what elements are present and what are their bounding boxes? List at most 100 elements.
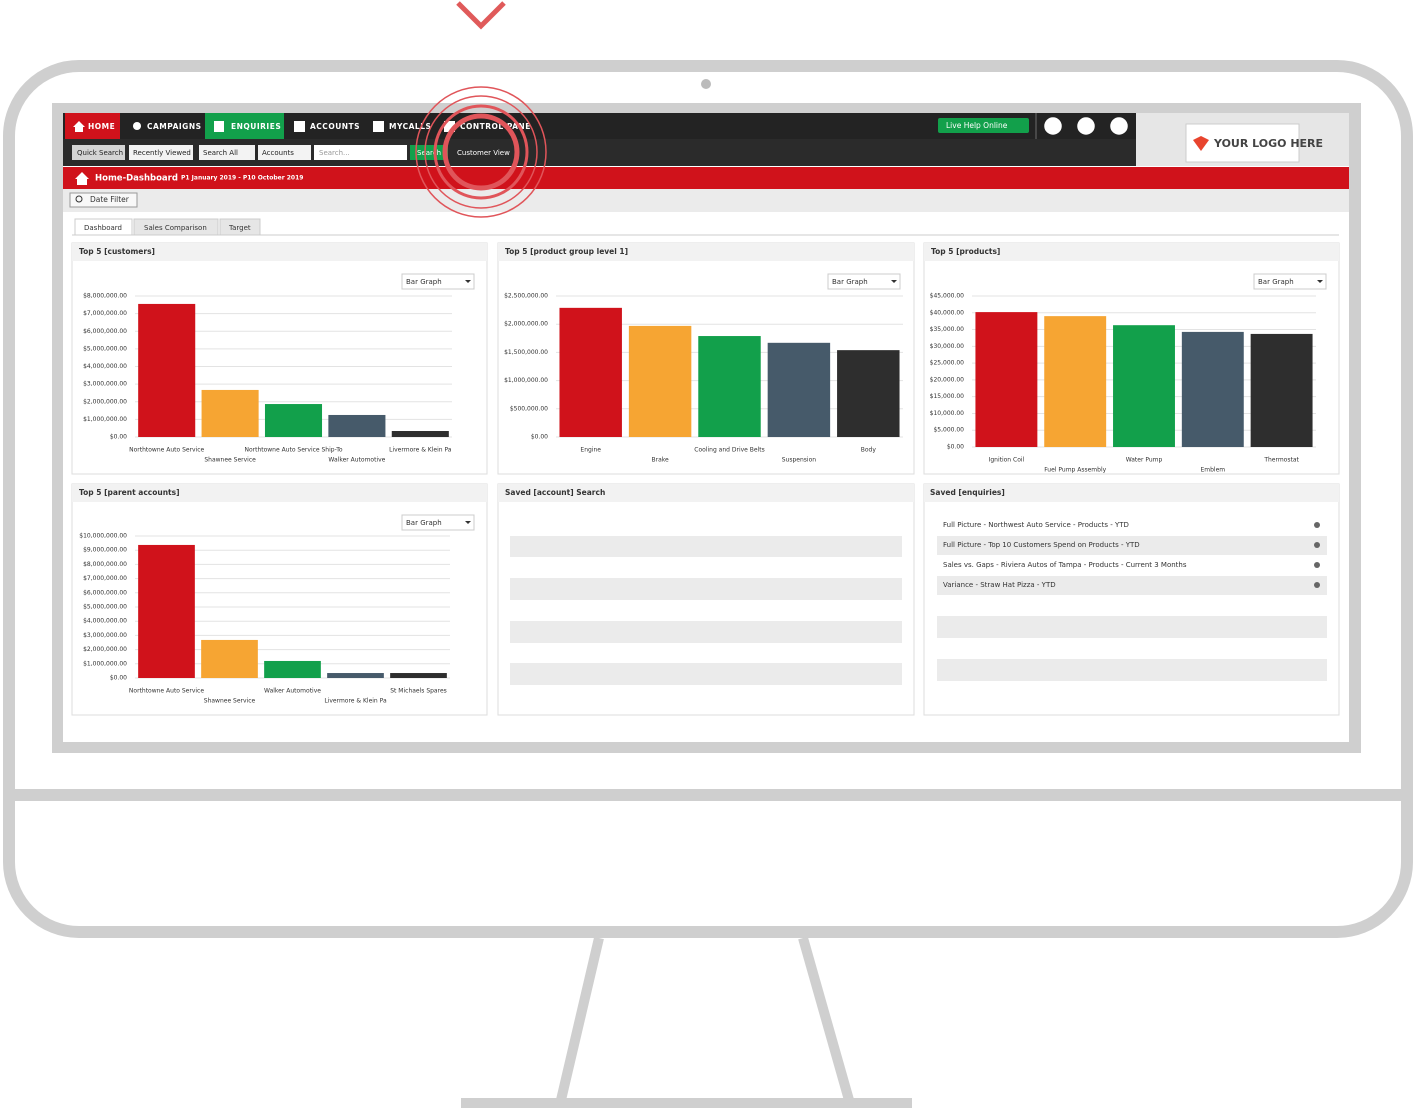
y-tick-label: $0.00 [110,434,127,441]
y-tick-label: $6,000,000.00 [83,589,127,596]
panel: Saved [enquiries] Full Picture - Northwe… [923,483,1340,716]
charts: Top 5 [customers] Bar Graph $0.00 $1,000,00… [71,242,1340,716]
y-tick-label: $1,500,000.00 [504,349,548,356]
x-tick-label: Body [861,447,877,454]
x-tick-label: Northtowne Auto Service [129,447,204,454]
live-help-label: Live Help Online [946,121,1008,130]
y-tick-label: $40,000.00 [930,309,965,316]
bar [264,404,323,437]
empty-row [510,663,902,685]
chart-type-select[interactable] [401,273,475,290]
panel-header [498,484,914,502]
placeholder: Search... [319,149,350,157]
tab-active[interactable] [74,218,133,236]
bar [138,303,196,437]
chart-type-label: Bar Graph [832,278,868,286]
search-button[interactable] [410,145,448,160]
stand [556,936,604,1102]
button[interactable] [129,145,193,160]
y-tick-label: $500,000.00 [510,405,548,412]
panel-title: Saved [enquiries] [930,488,1005,497]
home-icon [75,172,89,185]
user-icon[interactable] [1077,117,1095,135]
row-bg [937,536,1327,555]
nav-item[interactable]: HOME [88,122,115,131]
saved-enquiry[interactable]: Variance - Straw Hat Pizza - YTD [943,581,1056,589]
arrow-icon [456,1,506,30]
nav-item[interactable]: CONTROL PANE [460,122,531,131]
x-tick-label: Shawnee Service [204,698,256,705]
x-tick-label: Thermostat [1263,457,1299,464]
x-tick-label: Shawnee Service [204,457,256,464]
saved-enquiry[interactable]: Full Picture - Top 10 Customers Spend on… [943,541,1140,549]
y-tick-label: $1,000,000.00 [83,660,127,667]
logout-icon[interactable] [1110,117,1128,135]
tab-label: Target [228,224,251,232]
chart-type-select[interactable] [1253,273,1327,290]
empty-row [510,536,902,557]
bar [201,389,259,437]
y-tick-label: $25,000.00 [930,360,965,367]
bar [1181,331,1244,447]
y-tick-label: $5,000.00 [933,427,964,434]
empty-row [937,659,1327,681]
saved-enquiry[interactable]: Sales vs. Gaps - Riviera Autos of Tampa … [943,561,1187,569]
page-header [63,167,1349,189]
run-icon[interactable] [1314,542,1320,548]
run-icon[interactable] [1314,562,1320,568]
panel-title: Top 5 [products] [931,247,1000,256]
panel-title: Top 5 [product group level 1] [505,247,628,256]
saved-enquiry[interactable]: Full Picture - Northwest Auto Service - … [943,521,1129,529]
stand [798,936,854,1102]
date-filter[interactable] [69,192,138,208]
home-icon [73,121,85,132]
tab[interactable] [133,218,219,236]
panel-title: Top 5 [customers] [79,247,155,256]
live-help[interactable] [938,118,1029,133]
run-icon[interactable] [1314,582,1320,588]
y-tick-label: $7,000,000.00 [83,575,127,582]
link[interactable]: Customer View [457,149,510,157]
tab[interactable] [219,218,261,236]
bar [1113,325,1175,447]
button[interactable] [72,145,125,160]
chart-type-select[interactable] [401,514,475,531]
y-tick-label: $15,000.00 [930,393,965,400]
chart-type-label: Bar Graph [406,519,442,527]
ring [424,95,538,209]
bar [138,544,195,678]
search-input[interactable] [314,145,407,160]
y-tick-label: $2,000,000.00 [504,321,548,328]
empty-row [510,621,902,643]
bar [391,431,449,437]
dropdown-arrow [1317,280,1323,283]
button-label: Recently Viewed [133,149,191,157]
logo-icon [1193,136,1209,151]
row-bg [937,576,1327,595]
nav-item[interactable]: ACCOUNTS [310,122,360,131]
dropdown[interactable] [258,145,311,160]
help-icon[interactable] [1044,117,1062,135]
dropdown[interactable] [199,145,255,160]
bar [327,673,384,678]
x-tick-label: Livermore & Klein Pa [389,447,452,454]
run-icon[interactable] [1314,522,1320,528]
bar [1250,333,1313,447]
enquiries-icon [214,121,224,132]
y-tick-label: $2,000,000.00 [83,398,127,405]
y-tick-label: $4,000,000.00 [83,363,127,370]
chart-type-select[interactable] [827,273,901,290]
x-tick-label: Walker Automotive [328,457,385,464]
nav-item[interactable]: MYCALLS [389,122,431,131]
nav-item[interactable]: CAMPAIGNS [147,122,202,131]
y-tick-label: $5,000,000.00 [83,604,127,611]
ring [415,86,547,218]
x-tick-label: Northtowne Auto Service Ship-To [244,447,342,454]
nav-item[interactable]: ENQUIRIES [231,122,281,131]
panel-header [924,484,1339,502]
search-icon [75,195,83,203]
bar [767,342,831,437]
bar [328,414,386,437]
ring [433,104,529,200]
y-tick-label: $30,000.00 [930,343,965,350]
